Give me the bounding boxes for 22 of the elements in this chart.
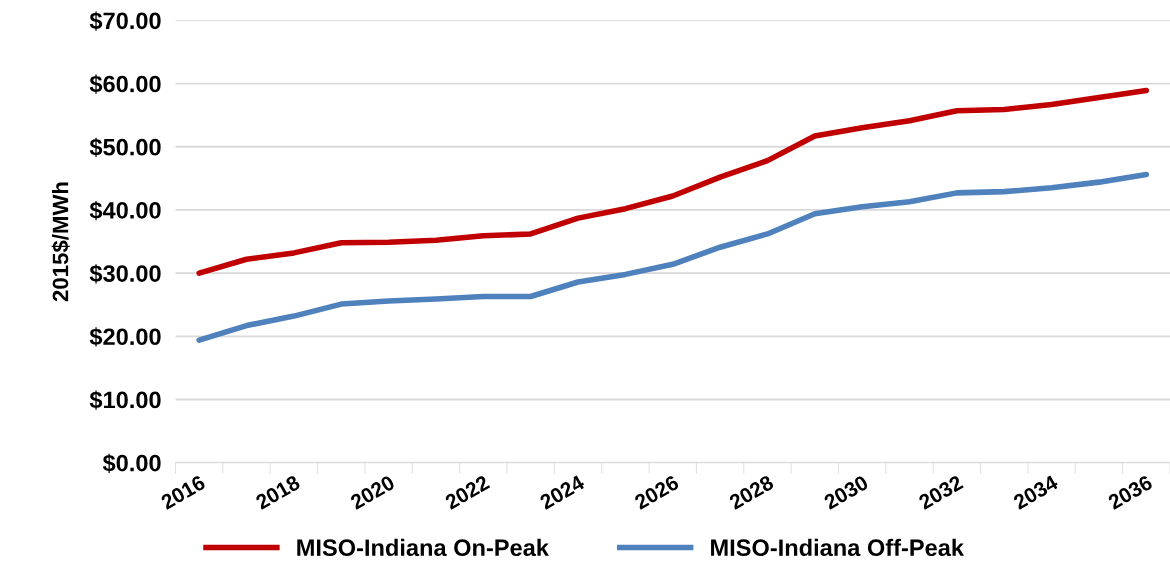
y-tick-label: $40.00 — [89, 200, 161, 221]
y-tick-label: $20.00 — [89, 327, 161, 347]
y-tick-label: $10.00 — [89, 390, 161, 410]
x-tick-label: 2018 — [254, 474, 301, 510]
legend-label: MISO-Indiana Off-Peak — [711, 538, 965, 557]
y-axis-title: 2015$/MWh — [51, 182, 70, 302]
x-tick-label: 2022 — [444, 474, 491, 510]
x-tick-label: 2016 — [159, 474, 207, 510]
x-tick-label: 2024 — [538, 474, 586, 510]
x-tick-label: 2028 — [728, 474, 775, 510]
x-tick-label: 2034 — [1012, 474, 1060, 510]
x-tick-label: 2020 — [349, 474, 396, 510]
y-tick-label: $70.00 — [89, 11, 161, 31]
x-tick-label: 2036 — [1107, 474, 1154, 510]
y-tick-label: $0.00 — [102, 453, 161, 473]
y-tick-label: $50.00 — [89, 137, 161, 158]
x-tick-label: 2030 — [822, 474, 870, 510]
y-tick-label: $30.00 — [89, 264, 161, 284]
y-tick-label: $60.00 — [89, 74, 161, 94]
legend-label: MISO-Indiana On-Peak — [297, 538, 549, 557]
x-tick-label: 2026 — [633, 474, 680, 510]
x-tick-label: 2032 — [917, 474, 964, 510]
